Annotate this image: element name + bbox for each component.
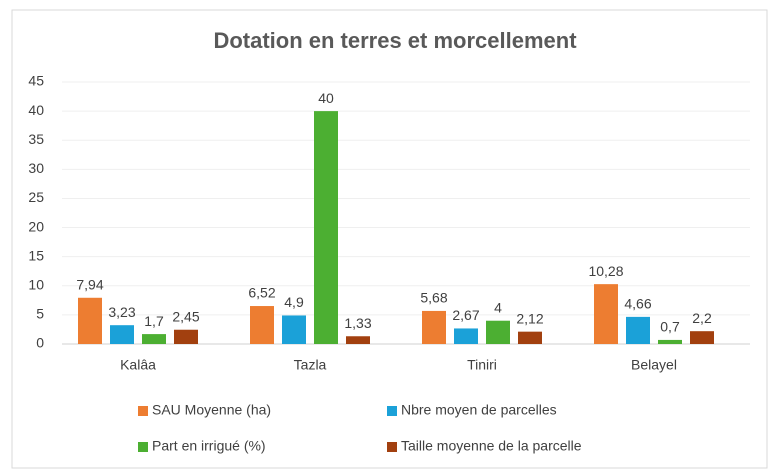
y-tick-label: 20 (28, 218, 44, 234)
data-label: 0,7 (660, 319, 680, 335)
legend-label: Nbre moyen de parcelles (401, 402, 557, 418)
data-label: 4,9 (284, 294, 304, 310)
y-tick-label: 35 (28, 131, 44, 147)
bar (142, 334, 166, 344)
data-label: 2,45 (172, 308, 199, 324)
data-label: 1,7 (144, 313, 164, 329)
bar (594, 284, 618, 344)
data-label: 3,23 (108, 304, 135, 320)
bar (518, 331, 542, 344)
bar (690, 331, 714, 344)
legend-label: SAU Moyenne (ha) (152, 402, 271, 418)
x-tick-label: Kalâa (120, 357, 156, 373)
data-label: 10,28 (588, 263, 623, 279)
bar (314, 111, 338, 344)
legend-swatch (138, 406, 148, 416)
data-label: 4 (494, 299, 502, 315)
chart-border (11, 9, 768, 469)
x-tick-label: Tazla (294, 357, 327, 373)
y-tick-label: 45 (28, 73, 44, 89)
data-label: 6,52 (248, 285, 275, 301)
chart-title: Dotation en terres et morcellement (213, 28, 577, 53)
bar (282, 315, 306, 344)
data-label: 4,66 (624, 296, 651, 312)
bar (454, 328, 478, 344)
data-label: 2,2 (692, 310, 712, 326)
data-label: 40 (318, 90, 334, 106)
data-label: 5,68 (420, 290, 447, 306)
bar (250, 306, 274, 344)
bar (174, 329, 198, 344)
bar (346, 336, 370, 344)
y-tick-label: 5 (36, 306, 44, 322)
bar (658, 339, 682, 344)
legend-swatch (138, 442, 148, 452)
bar (422, 310, 446, 344)
bar (626, 316, 650, 344)
bar (78, 297, 102, 344)
y-tick-label: 25 (28, 189, 44, 205)
bar (486, 320, 510, 344)
legend-swatch (387, 406, 397, 416)
data-label: 2,67 (452, 307, 479, 323)
x-tick-label: Belayel (631, 357, 677, 373)
y-tick-label: 15 (28, 247, 44, 263)
data-label: 7,94 (76, 276, 103, 292)
bar (110, 325, 134, 344)
data-label: 2,12 (516, 310, 543, 326)
y-tick-label: 30 (28, 160, 44, 176)
legend-swatch (387, 442, 397, 452)
y-tick-label: 0 (36, 335, 44, 351)
y-tick-label: 40 (28, 102, 44, 118)
y-tick-label: 10 (28, 276, 44, 292)
x-tick-label: Tiniri (467, 357, 497, 373)
legend-label: Taille moyenne de la parcelle (401, 438, 582, 454)
legend-label: Part en irrigué (%) (152, 438, 266, 454)
data-label: 1,33 (344, 315, 371, 331)
